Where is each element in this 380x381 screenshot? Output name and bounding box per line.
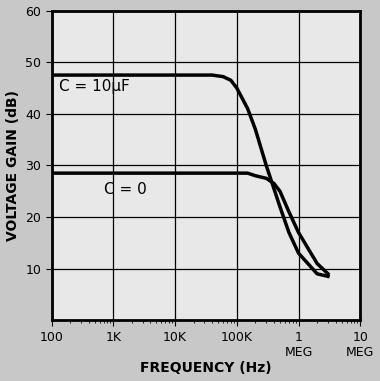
Y-axis label: VOLTAGE GAIN (dB): VOLTAGE GAIN (dB) (6, 90, 19, 241)
X-axis label: FREQUENCY (Hz): FREQUENCY (Hz) (140, 362, 272, 375)
Text: C = 0: C = 0 (104, 182, 146, 197)
Text: C = 10μF: C = 10μF (59, 78, 129, 94)
